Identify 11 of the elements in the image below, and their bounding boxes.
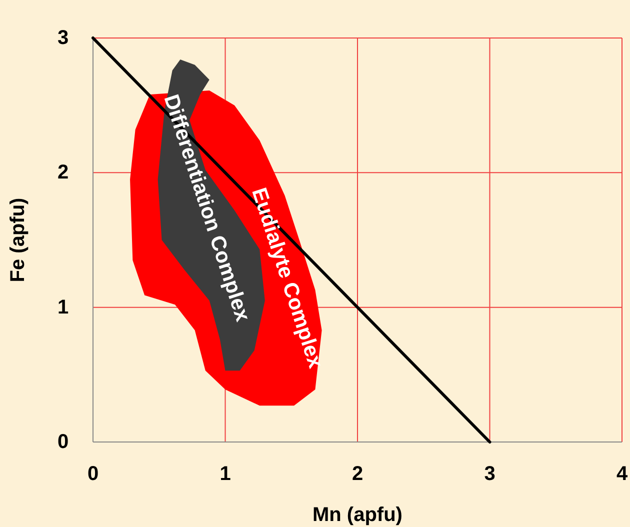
y-axis-title: Fe (apfu) — [7, 198, 29, 282]
y-tick-label: 0 — [57, 431, 69, 453]
x-tick-label: 2 — [352, 463, 364, 485]
x-tick-label: 0 — [87, 463, 99, 485]
y-tick-label: 3 — [57, 27, 69, 49]
y-tick-label: 1 — [57, 296, 69, 318]
x-axis-title: Mn (apfu) — [312, 504, 402, 526]
x-tick-label: 4 — [616, 463, 628, 485]
x-tick-label: 1 — [220, 463, 231, 485]
x-tick-label: 3 — [484, 463, 496, 485]
y-tick-label: 2 — [57, 162, 69, 184]
